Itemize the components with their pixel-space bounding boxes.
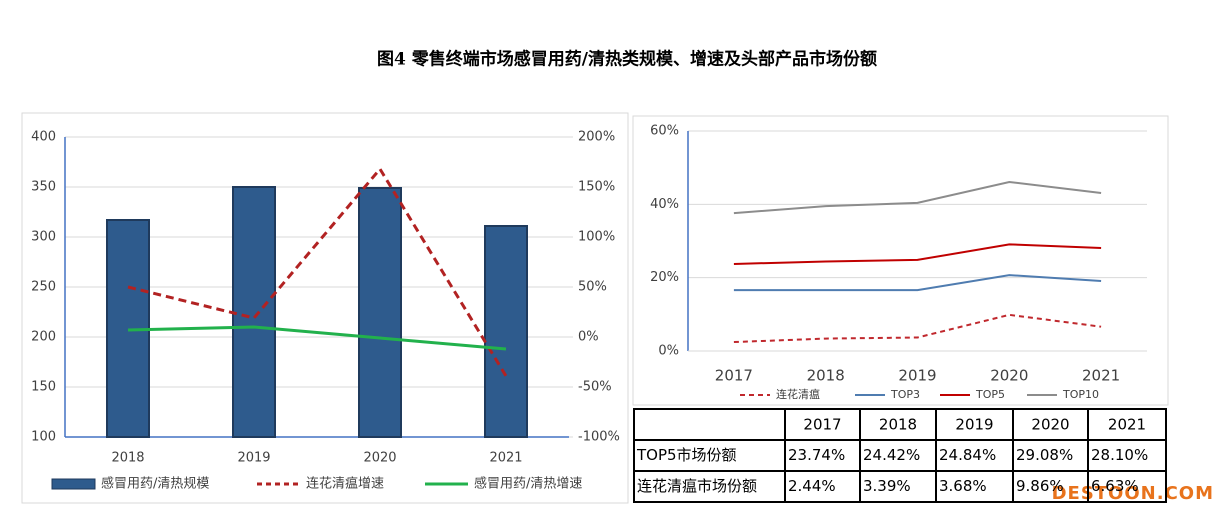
table-cell: 29.08% bbox=[1016, 446, 1073, 464]
line bbox=[733, 274, 1102, 292]
table-cell: 9.86% bbox=[1016, 477, 1064, 495]
line bbox=[127, 166, 508, 377]
watermark: DESTOON.COM bbox=[1052, 483, 1214, 504]
x-tick-label: 2021 bbox=[489, 451, 522, 466]
x-tick-label: 2019 bbox=[237, 451, 270, 466]
line bbox=[733, 180, 1102, 215]
line bbox=[127, 325, 507, 351]
legend-label: 感冒用药/清热规模 bbox=[101, 476, 209, 492]
y-tick-label: 100 bbox=[31, 430, 56, 445]
y2-tick-label: 200% bbox=[578, 130, 615, 145]
table-cell: 3.68% bbox=[939, 477, 987, 495]
y-tick-label: 0% bbox=[658, 344, 679, 359]
legend-label: 感冒用药/清热增速 bbox=[474, 476, 582, 492]
table-header: 2021 bbox=[1108, 416, 1146, 434]
y-tick-label: 400 bbox=[31, 130, 56, 145]
y2-tick-label: 100% bbox=[578, 230, 615, 245]
x-tick-label: 2019 bbox=[898, 367, 936, 385]
panel-left bbox=[21, 112, 629, 504]
legend-label: TOP5 bbox=[975, 388, 1005, 401]
table-cell: 6.63% bbox=[1091, 477, 1139, 495]
y-tick-label: 350 bbox=[31, 180, 56, 195]
y-tick-label: 20% bbox=[650, 270, 679, 285]
y-tick-label: 40% bbox=[650, 197, 679, 212]
x-tick-label: 2021 bbox=[1082, 367, 1120, 385]
table-cell: 2.44% bbox=[788, 477, 836, 495]
table-header: 2019 bbox=[955, 416, 993, 434]
table-cell: 连花清瘟市场份额 bbox=[637, 477, 757, 495]
legend-label: 连花清瘟 bbox=[776, 387, 820, 401]
table-cell: 24.84% bbox=[939, 446, 996, 464]
x-tick-label: 2020 bbox=[990, 367, 1028, 385]
x-tick-label: 2017 bbox=[715, 367, 753, 385]
y-tick-label: 200 bbox=[31, 330, 56, 345]
y2-tick-label: -50% bbox=[578, 380, 612, 395]
legend-label: 连花清瘟增速 bbox=[306, 476, 384, 492]
table-cell: 23.74% bbox=[788, 446, 845, 464]
table-header: 2017 bbox=[803, 416, 841, 434]
table-cell: 28.10% bbox=[1091, 446, 1148, 464]
y-tick-label: 300 bbox=[31, 230, 56, 245]
table-border bbox=[633, 408, 1167, 503]
table-cell: 24.42% bbox=[863, 446, 920, 464]
line bbox=[733, 313, 1102, 344]
table-header: 2020 bbox=[1031, 416, 1069, 434]
bar bbox=[232, 186, 276, 438]
y2-tick-label: 50% bbox=[578, 280, 607, 295]
y2-tick-label: 0% bbox=[578, 330, 599, 345]
legend-swatch bbox=[51, 478, 96, 490]
legend-label: TOP3 bbox=[890, 388, 920, 401]
panel-right bbox=[632, 115, 1169, 406]
x-tick-label: 2020 bbox=[363, 451, 396, 466]
x-tick-label: 2018 bbox=[111, 451, 144, 466]
legend-label: TOP10 bbox=[1062, 388, 1099, 401]
y-tick-label: 250 bbox=[31, 280, 56, 295]
bar bbox=[484, 225, 528, 438]
x-tick-label: 2018 bbox=[807, 367, 845, 385]
figure-title: 图4 零售终端市场感冒用药/清热类规模、增速及头部产品市场份额 bbox=[377, 49, 877, 70]
line bbox=[733, 243, 1102, 265]
table-cell: TOP5市场份额 bbox=[636, 446, 737, 464]
y-tick-label: 150 bbox=[31, 380, 56, 395]
y2-tick-label: 150% bbox=[578, 180, 615, 195]
y-tick-label: 60% bbox=[650, 124, 679, 139]
table-header: 2018 bbox=[879, 416, 917, 434]
table-cell: 3.39% bbox=[863, 477, 911, 495]
y2-tick-label: -100% bbox=[578, 430, 620, 445]
bar bbox=[358, 187, 402, 438]
